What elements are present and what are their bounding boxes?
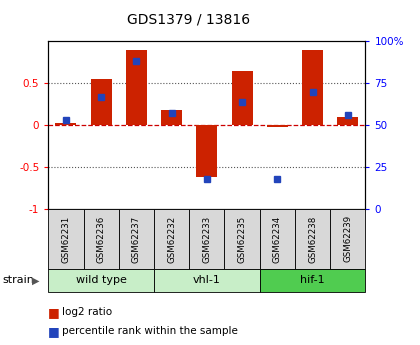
Text: GSM62233: GSM62233: [202, 215, 211, 263]
Bar: [224, 209, 260, 269]
Bar: [48, 269, 154, 292]
Text: GSM62231: GSM62231: [61, 215, 71, 263]
Bar: [189, 209, 224, 269]
Text: percentile rank within the sample: percentile rank within the sample: [62, 326, 238, 336]
Text: vhl-1: vhl-1: [193, 275, 221, 285]
Text: GSM62237: GSM62237: [132, 215, 141, 263]
Text: GSM62239: GSM62239: [343, 215, 352, 263]
Bar: [84, 209, 119, 269]
Bar: [161, 110, 182, 125]
Bar: [48, 209, 84, 269]
Bar: [302, 50, 323, 125]
Bar: [231, 71, 253, 125]
Text: GSM62236: GSM62236: [97, 215, 106, 263]
Text: GSM62232: GSM62232: [167, 215, 176, 263]
Text: wild type: wild type: [76, 275, 126, 285]
Bar: [91, 79, 112, 125]
Bar: [154, 209, 189, 269]
Text: GDS1379 / 13816: GDS1379 / 13816: [127, 12, 251, 26]
Text: ■: ■: [48, 306, 60, 319]
Text: ▶: ▶: [32, 275, 39, 285]
Bar: [295, 209, 330, 269]
Bar: [196, 125, 218, 177]
Bar: [260, 269, 365, 292]
Bar: [260, 209, 295, 269]
Text: GSM62234: GSM62234: [273, 215, 282, 263]
Bar: [126, 50, 147, 125]
Text: strain: strain: [2, 275, 34, 285]
Bar: [154, 269, 260, 292]
Text: GSM62235: GSM62235: [238, 215, 247, 263]
Text: log2 ratio: log2 ratio: [62, 307, 112, 317]
Text: ■: ■: [48, 325, 60, 338]
Text: hif-1: hif-1: [300, 275, 325, 285]
Bar: [55, 124, 76, 125]
Bar: [119, 209, 154, 269]
Bar: [267, 125, 288, 127]
Bar: [330, 209, 365, 269]
Text: GSM62238: GSM62238: [308, 215, 317, 263]
Bar: [337, 117, 358, 125]
